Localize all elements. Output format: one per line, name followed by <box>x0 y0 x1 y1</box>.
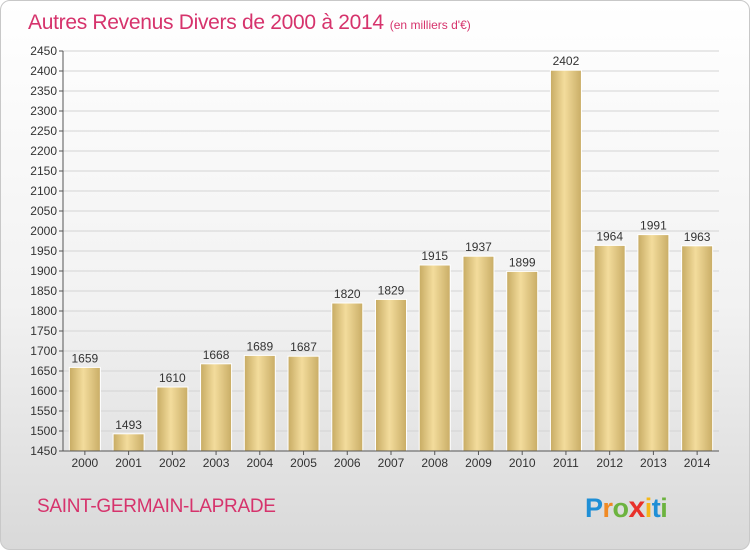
x-tick-label: 2000 <box>72 456 99 470</box>
town-name: SAINT-GERMAIN-LAPRADE <box>37 496 276 517</box>
y-tick-label: 2400 <box>30 64 57 78</box>
x-tick-label: 2004 <box>246 456 273 470</box>
logo-letter: i <box>660 493 668 523</box>
y-tick-label: 2200 <box>30 144 57 158</box>
bar-2005 <box>287 355 320 452</box>
chart-title-text: Autres Revenus Divers de 2000 à 2014 <box>28 11 384 34</box>
logo-letter: P <box>585 493 603 523</box>
bar-value-label: 1668 <box>203 348 230 362</box>
x-axis-ticks: 2000 2001 2002 2003 2004 2005 2006 2007 2008 2009… <box>72 451 711 470</box>
axes <box>62 51 719 452</box>
bar-2010 <box>506 270 539 452</box>
y-tick-label: 1500 <box>30 424 57 438</box>
y-tick-label: 2150 <box>30 164 57 178</box>
bar-2007 <box>375 298 407 452</box>
x-tick-label: 2005 <box>290 456 317 470</box>
bar-value-label: 1687 <box>290 340 317 354</box>
bar-value-label: 1689 <box>246 339 273 353</box>
y-tick-label: 1450 <box>30 444 57 458</box>
x-tick-label: 2003 <box>203 456 230 470</box>
bar-value-label: 1991 <box>640 219 667 233</box>
bar-value-label: 1493 <box>115 418 142 432</box>
y-tick-label: 2250 <box>30 124 57 138</box>
logo-letter: r <box>602 493 614 523</box>
bar-value-labels: 1659 1493 1610 1668 1689 1687 1820 1829 1915 1937… <box>72 54 711 432</box>
bar-value-label: 1820 <box>334 287 361 301</box>
y-tick-label: 1800 <box>30 304 57 318</box>
y-tick-label: 1850 <box>30 284 57 298</box>
y-tick-label: 2050 <box>30 204 57 218</box>
logo-letter: t <box>651 493 661 523</box>
y-tick-label: 1950 <box>30 244 57 258</box>
bar-2011 <box>549 69 582 452</box>
bar-value-label: 1964 <box>596 229 623 243</box>
x-tick-label: 2012 <box>596 456 623 470</box>
logo-letter: x <box>628 491 646 524</box>
bar-2001 <box>112 433 145 452</box>
x-tick-label: 2010 <box>509 456 536 470</box>
bars <box>68 69 714 452</box>
bar-2014 <box>681 245 714 452</box>
bar-value-label: 1659 <box>72 351 99 365</box>
bar-2002 <box>156 386 189 452</box>
bar-2006 <box>331 302 364 452</box>
y-tick-label: 2100 <box>30 184 57 198</box>
bar-2004 <box>243 354 276 452</box>
y-axis-ticks: 1450 1500 1550 1600 1650 1700 1750 1800 1850 1900… <box>30 44 63 458</box>
bar-2003 <box>200 363 233 452</box>
logo-letter: o <box>612 493 630 523</box>
x-tick-label: 2008 <box>421 456 448 470</box>
y-tick-label: 1700 <box>30 344 57 358</box>
x-tick-label: 2013 <box>640 456 667 470</box>
x-tick-label: 2007 <box>378 456 405 470</box>
x-tick-label: 2002 <box>159 456 186 470</box>
proxiti-logo: Proxiti <box>585 491 668 525</box>
bar-2012 <box>593 244 626 452</box>
bar-2009 <box>462 255 495 452</box>
x-tick-label: 2014 <box>684 456 711 470</box>
bar-value-label: 1899 <box>509 255 536 269</box>
bar-value-label: 2402 <box>553 54 580 68</box>
bar-value-label: 1915 <box>421 249 448 263</box>
y-tick-label: 2450 <box>30 44 57 58</box>
y-tick-label: 1550 <box>30 404 57 418</box>
y-tick-label: 2300 <box>30 104 57 118</box>
y-tick-label: 2000 <box>30 224 57 238</box>
y-tick-label: 1900 <box>30 264 57 278</box>
logo-letter: i <box>644 493 653 523</box>
y-tick-label: 1650 <box>30 364 57 378</box>
x-tick-label: 2006 <box>334 456 361 470</box>
y-tick-label: 2350 <box>30 84 57 98</box>
bar-value-label: 1610 <box>159 371 186 385</box>
y-tick-label: 1600 <box>30 384 57 398</box>
x-tick-label: 2009 <box>465 456 492 470</box>
bar-2008 <box>418 264 451 452</box>
x-tick-label: 2011 <box>553 456 579 470</box>
bar-value-label: 1937 <box>465 240 492 254</box>
x-tick-label: 2001 <box>115 456 142 470</box>
bar-value-label: 1829 <box>378 283 405 297</box>
bar-2000 <box>68 366 101 452</box>
chart-title: Autres Revenus Divers de 2000 à 2014 (en … <box>28 11 471 35</box>
chart-unit-subtitle: (en milliers d'€) <box>389 18 471 32</box>
bar-value-label: 1963 <box>684 230 711 244</box>
bar-2013 <box>637 234 670 452</box>
y-tick-label: 1750 <box>30 324 57 338</box>
